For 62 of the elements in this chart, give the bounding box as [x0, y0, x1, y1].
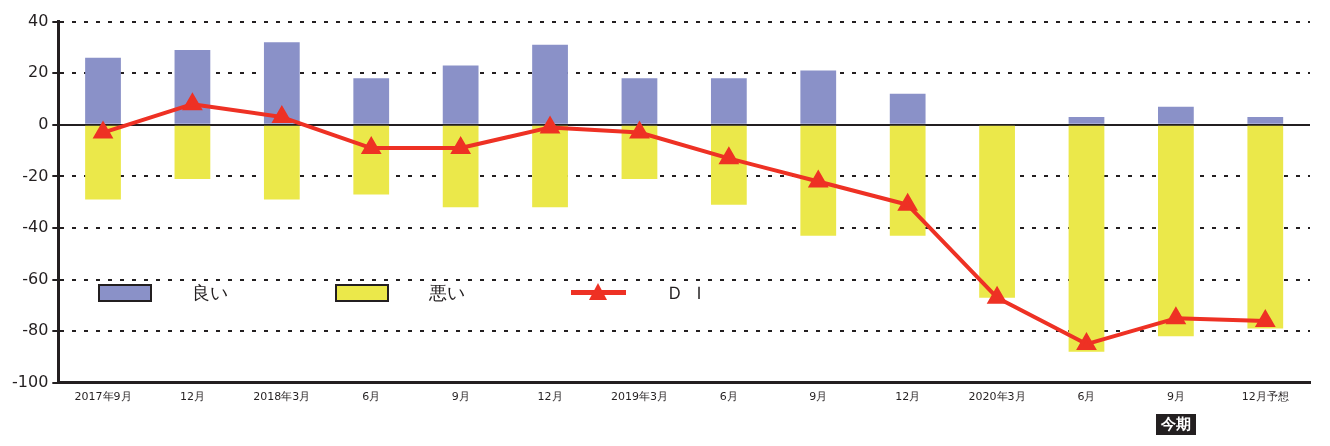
- x-tick-label: 2020年3月: [968, 390, 1026, 404]
- bar: [263, 125, 300, 200]
- x-tick-label: 12月: [895, 390, 921, 404]
- x-tick-label: 2018年3月: [253, 390, 311, 404]
- x-tick-label: 6月: [719, 390, 738, 404]
- y-tick-label: 40: [27, 10, 49, 30]
- point: [1256, 310, 1275, 327]
- x-tick-label: 6月: [1077, 390, 1096, 404]
- bar: [800, 125, 837, 236]
- point: [808, 169, 829, 188]
- bar: [979, 125, 1015, 298]
- legend-label: Ｄ Ｉ: [666, 280, 708, 305]
- legend-label: 良い: [192, 280, 229, 305]
- x-tick-label: 9月: [809, 390, 828, 404]
- bar: [1068, 125, 1105, 352]
- point: [1166, 308, 1185, 325]
- x-tick-label: 12月: [179, 390, 205, 404]
- x-tick-label: 2019年3月: [610, 390, 668, 404]
- point: [541, 117, 559, 134]
- text: 今期: [1155, 414, 1196, 435]
- x-tick-label: 12月: [537, 390, 563, 404]
- bar: [1247, 117, 1284, 124]
- bar: [889, 93, 926, 124]
- y-tick-label: -40: [22, 217, 49, 237]
- y-tick-label: -100: [12, 371, 49, 391]
- bar: [85, 57, 121, 124]
- bar: [174, 125, 211, 179]
- bar: [532, 125, 568, 208]
- x-tick-label: 2017年9月: [74, 390, 132, 404]
- point: [362, 138, 381, 155]
- bar: [1247, 125, 1284, 329]
- y-tick-label: -80: [22, 320, 49, 340]
- point: [183, 94, 202, 111]
- bar: [710, 78, 747, 124]
- y-tick-label: 20: [27, 62, 49, 82]
- point: [719, 148, 738, 165]
- x-tick-label: 6月: [362, 390, 381, 404]
- point: [629, 120, 650, 139]
- bar: [800, 70, 837, 124]
- point: [451, 138, 470, 155]
- y-tick-label: -20: [22, 165, 49, 185]
- point: [272, 107, 291, 124]
- x-tick-label: 9月: [1166, 390, 1185, 404]
- point: [986, 285, 1007, 304]
- bar: [710, 125, 747, 205]
- bar: [263, 42, 300, 124]
- legend-label: 悪い: [428, 280, 465, 305]
- y-tick-label: 0: [38, 113, 49, 133]
- bar: [1068, 117, 1105, 124]
- point: [897, 192, 918, 211]
- bar: [621, 78, 658, 124]
- bar: [1158, 125, 1194, 337]
- x-tick-label: 12月予想: [1241, 390, 1289, 404]
- bar: [889, 125, 926, 236]
- x-tick-label: 9月: [451, 390, 470, 404]
- bar: [1158, 106, 1194, 124]
- point: [1077, 334, 1096, 351]
- bar: [353, 78, 390, 124]
- bar: [85, 125, 121, 200]
- y-tick-label: -60: [22, 268, 49, 288]
- bar: [532, 44, 568, 124]
- bar: [442, 65, 479, 124]
